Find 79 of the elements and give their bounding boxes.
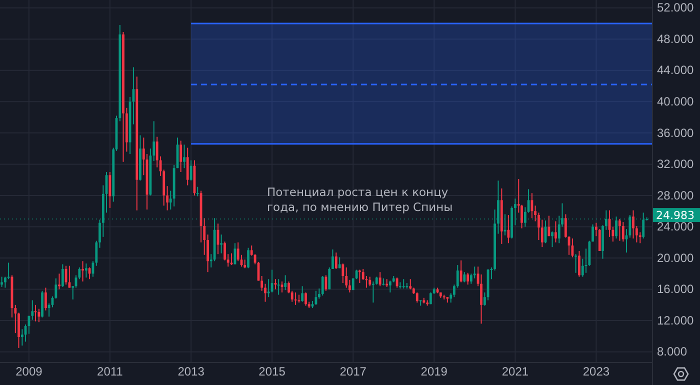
candlestick (304, 292, 307, 306)
x-tick-label: 2015 (258, 364, 286, 379)
candlestick (551, 230, 554, 248)
candlestick (540, 219, 544, 248)
y-tick-label: 8.000 (657, 344, 688, 359)
x-tick-label: 2011 (97, 364, 124, 379)
candlestick (466, 272, 470, 286)
candlestick (108, 172, 112, 208)
y-tick-label: 20.000 (657, 250, 694, 265)
candlestick (368, 276, 372, 287)
candlestick (61, 264, 64, 288)
candlestick (324, 274, 328, 292)
candlestick (409, 278, 412, 290)
x-tick-label: 2021 (502, 364, 529, 379)
candlestick (378, 272, 382, 287)
candlestick (31, 300, 34, 320)
candlestick (372, 280, 374, 304)
candlestick (463, 272, 466, 283)
y-tick-label: 28.000 (657, 188, 694, 202)
candlestick (622, 222, 624, 242)
x-tick-label: 2009 (16, 364, 43, 379)
y-tick-label: 16.000 (657, 282, 694, 296)
candlestick (598, 228, 601, 252)
candlestick (68, 265, 71, 288)
candlestick (460, 260, 462, 283)
x-tick-label: 2017 (340, 364, 367, 379)
candlestick (554, 220, 557, 243)
candlestick (578, 250, 580, 278)
y-tick-label: 52.000 (657, 0, 694, 15)
candlestick (342, 262, 344, 284)
candlestick (82, 260, 84, 282)
y-tick-label: 24.000 (657, 220, 694, 234)
candlestick (321, 275, 324, 296)
x-tick-label: 2023 (582, 364, 610, 379)
x-tick-label: 2013 (178, 364, 205, 379)
candlestick (180, 140, 182, 173)
candlestick (402, 278, 405, 290)
candlestick (473, 266, 476, 279)
candlestick (618, 218, 621, 242)
candlestick (220, 234, 223, 254)
candlestick (632, 210, 634, 239)
candlestick (642, 212, 645, 239)
candlestick (594, 222, 598, 237)
candlestick (254, 254, 256, 265)
candlestick (183, 144, 186, 169)
candlestick (44, 287, 47, 311)
candlestick (358, 269, 361, 284)
candlestick (284, 274, 287, 291)
candlestick (230, 252, 233, 266)
candlestick (20, 328, 24, 346)
candlestick (260, 275, 264, 292)
candlestick (388, 280, 392, 293)
y-tick-label: 44.000 (657, 63, 694, 78)
candlestick (548, 215, 550, 237)
candlestick (332, 248, 334, 270)
candlestick (416, 292, 418, 304)
y-tick-label: 32.000 (657, 157, 694, 172)
candlestick (334, 252, 338, 270)
candlestick (638, 232, 642, 244)
annotation: Потенциал роста цен к концу года, по мнению Питер Спины (267, 185, 453, 214)
y-tick-label: 40.000 (657, 94, 694, 108)
candlestick (277, 278, 280, 296)
ref-line-label: 24.983 (656, 209, 694, 222)
candlestick (574, 254, 577, 274)
candlestick (38, 308, 40, 323)
y-tick-label: 12.000 (657, 313, 694, 328)
candlestick (186, 147, 189, 186)
candlestick (507, 214, 510, 244)
candlestick (301, 286, 304, 302)
candlestick (247, 247, 250, 269)
y-tick-label: 36.000 (657, 126, 694, 140)
candlestick (396, 277, 398, 288)
x-tick-label: 2019 (420, 364, 448, 379)
candlestick (85, 262, 88, 278)
candlestick (345, 266, 348, 288)
candlestick (58, 273, 60, 290)
y-tick-label: 48.000 (657, 32, 694, 46)
candlestick (615, 216, 618, 239)
candlestick (196, 186, 199, 197)
